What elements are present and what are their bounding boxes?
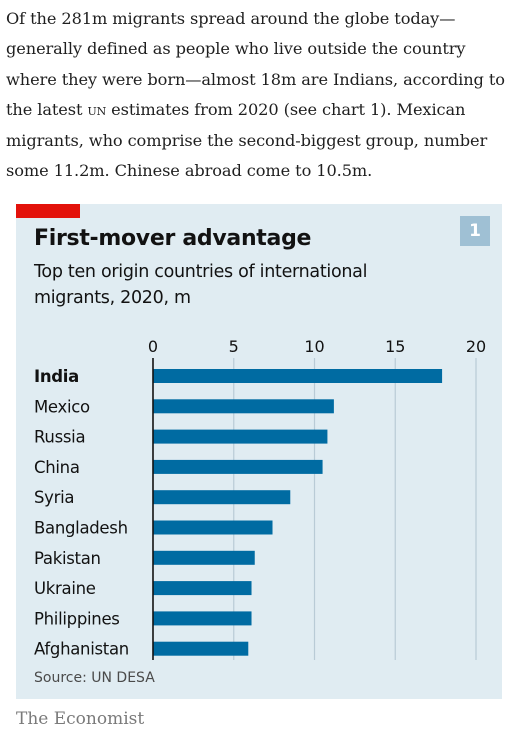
category-label: Pakistan — [34, 549, 101, 568]
bar — [153, 429, 328, 444]
bar — [153, 459, 323, 474]
article-text-2: estimates from 2020 (see chart 1). Mexic… — [6, 100, 488, 181]
category-label: Bangladesh — [34, 519, 128, 538]
bar — [153, 641, 249, 656]
chart-number-badge: 1 — [460, 216, 490, 246]
x-tick-label: 5 — [229, 337, 239, 356]
chart-subtitle: Top ten origin countries of internationa… — [34, 262, 368, 308]
chart-source: Source: UN DESA — [34, 670, 155, 686]
chart-card — [16, 204, 502, 699]
bar — [153, 369, 443, 383]
chart-title: First-mover advantage — [34, 226, 312, 251]
category-label: India — [34, 367, 79, 386]
x-tick-label: 10 — [304, 337, 324, 356]
bar — [153, 550, 255, 565]
bar — [153, 581, 252, 596]
category-label: Philippines — [34, 609, 120, 628]
article-text-un: UN — [87, 100, 107, 120]
brand-logo: The Economist — [16, 709, 145, 729]
category-label: Syria — [34, 488, 74, 507]
article-text-1: Of the 281m migrants spread around the g… — [6, 9, 505, 120]
x-tick-label: 0 — [148, 337, 158, 356]
x-tick-label: 20 — [466, 337, 486, 356]
bar — [153, 490, 291, 505]
red-tag-mark — [16, 204, 80, 218]
bar — [153, 520, 273, 535]
category-label: Ukraine — [34, 579, 96, 598]
category-label: China — [34, 458, 80, 477]
category-label: Russia — [34, 428, 85, 447]
bar — [153, 611, 252, 626]
category-label: Afghanistan — [34, 640, 129, 659]
category-label: Mexico — [34, 397, 90, 416]
x-tick-label: 15 — [385, 337, 405, 356]
article-paragraph: Of the 281m migrants spread around the g… — [6, 4, 518, 186]
bar — [153, 399, 334, 414]
